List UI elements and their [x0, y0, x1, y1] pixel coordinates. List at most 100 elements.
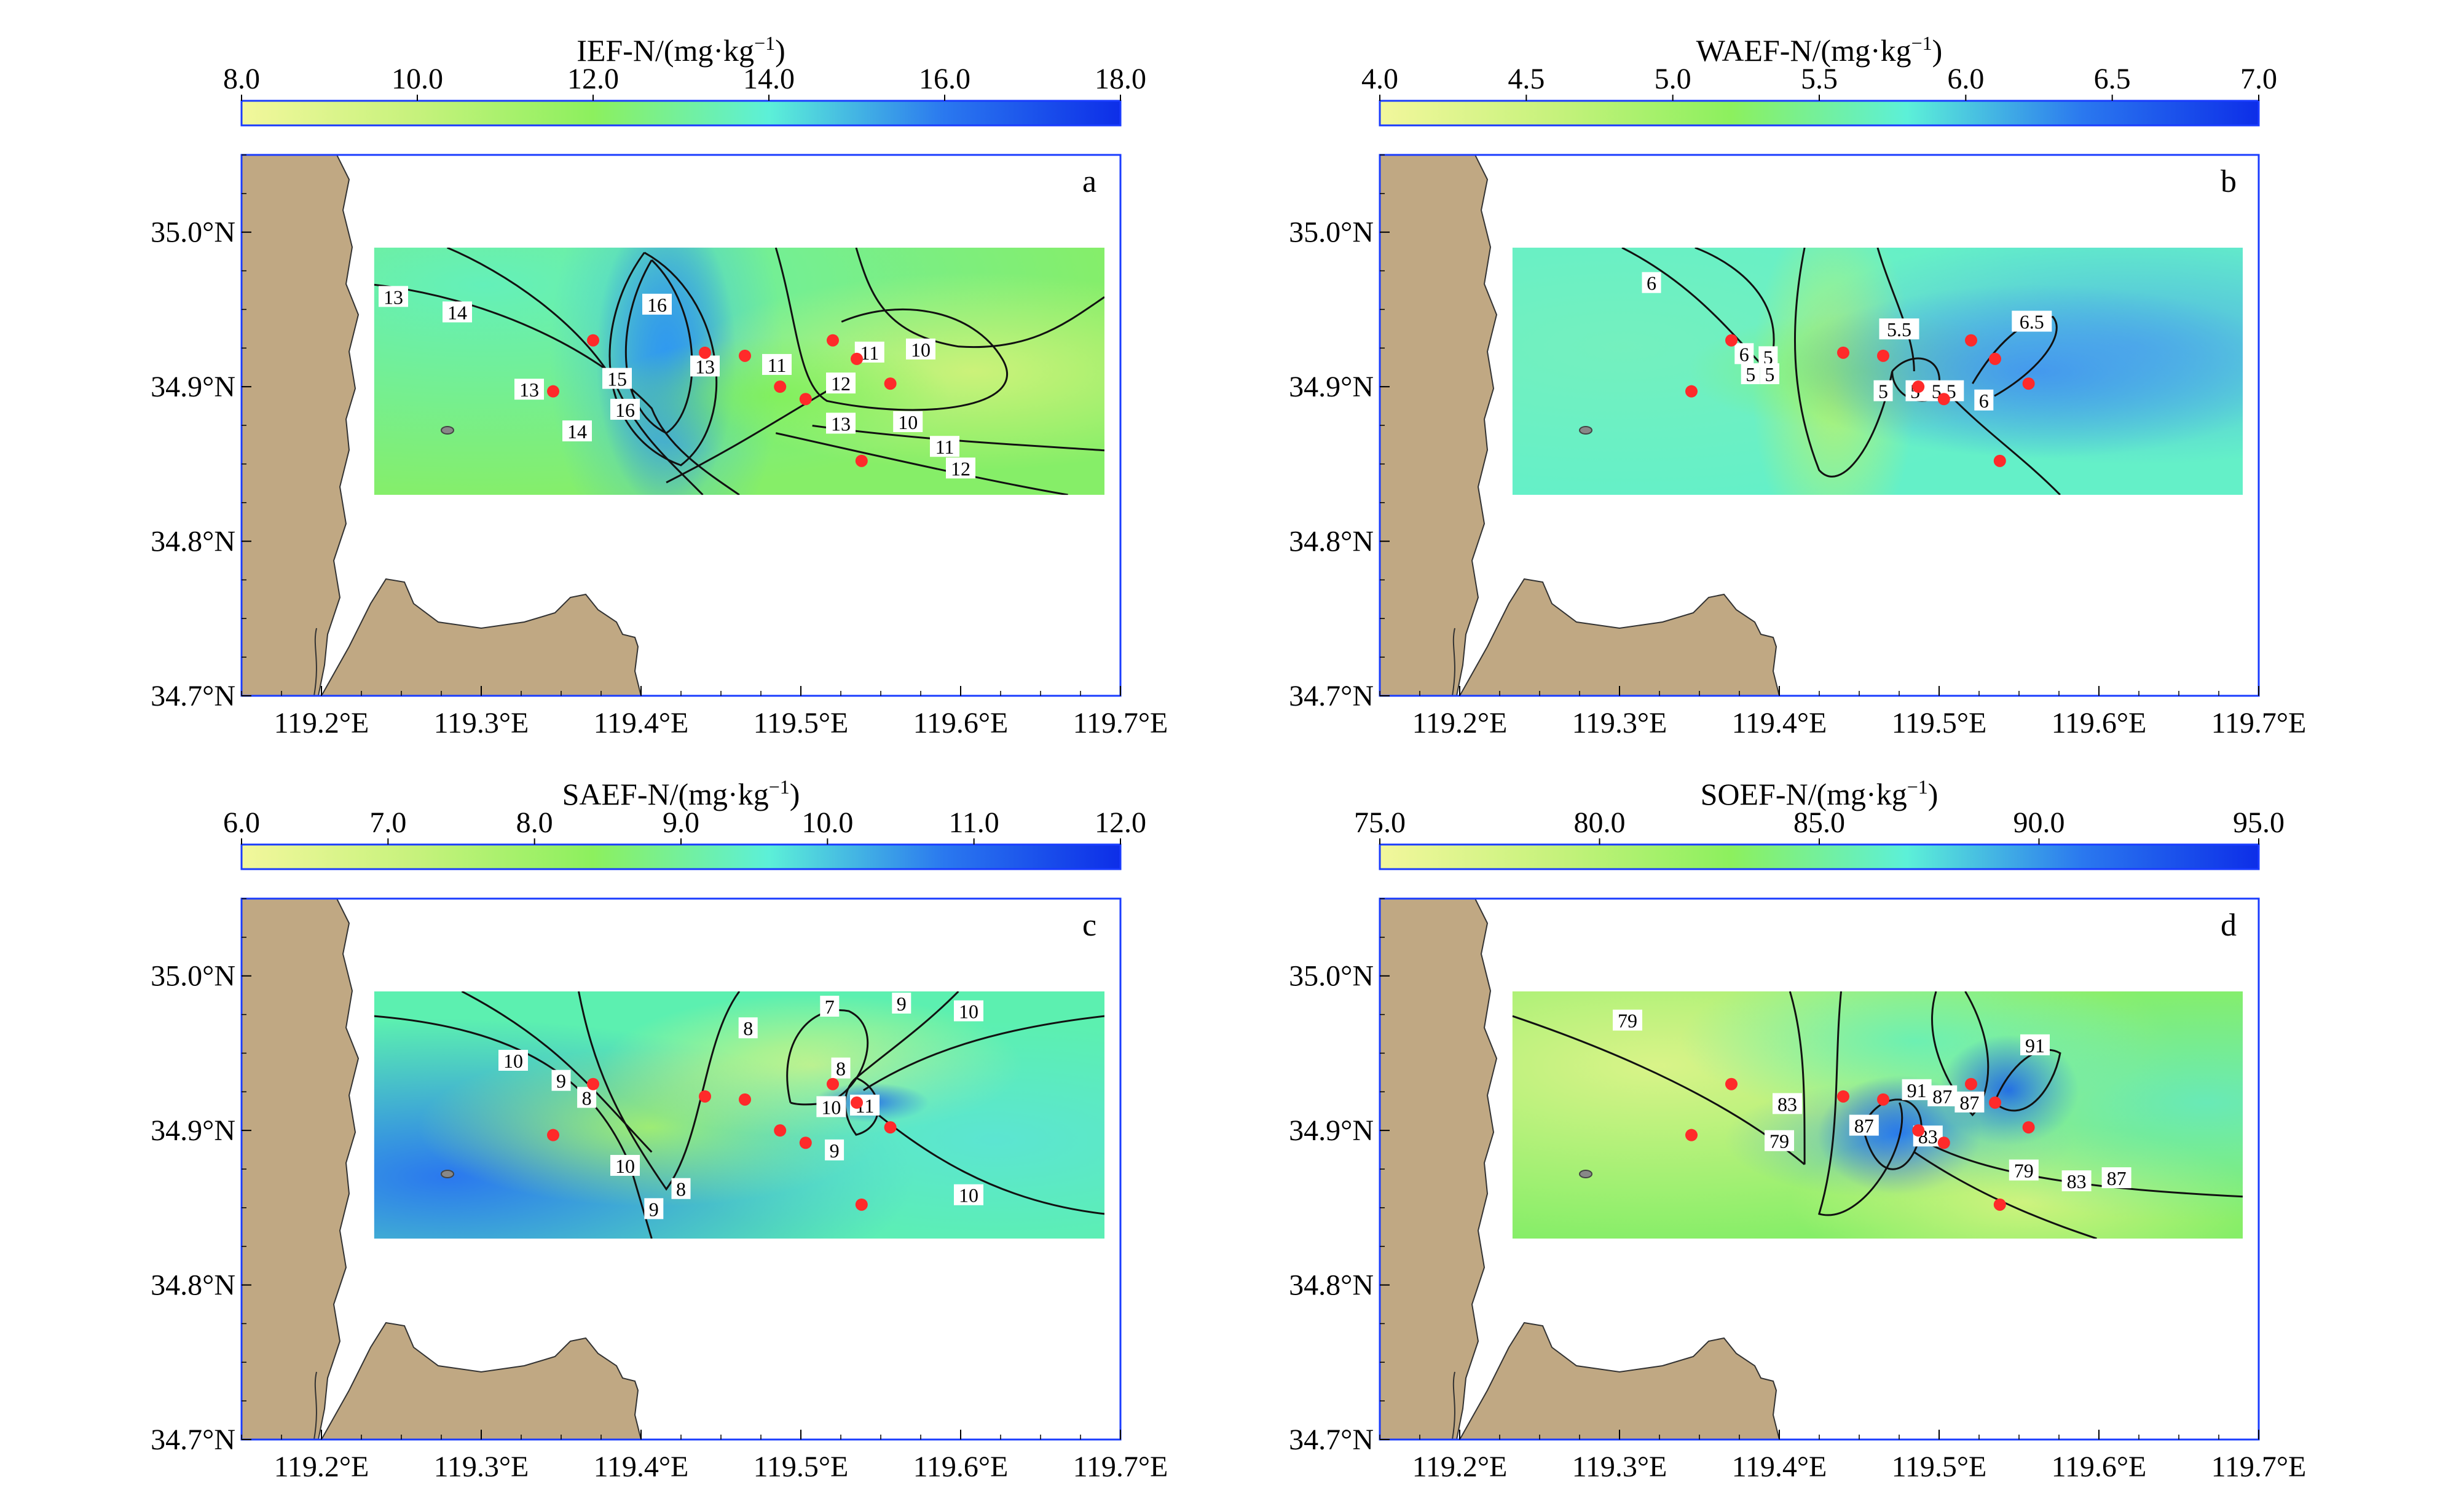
x-tick-label: 119.5°E — [1892, 1451, 1987, 1483]
colorbar-title-main: SOEF-N/(mg·kg — [1701, 777, 1907, 811]
contour-label: 79 — [1618, 1010, 1637, 1032]
colorbar-title-main: WAEF-N/(mg·kg — [1696, 33, 1911, 68]
y-tick-label: 34.8°N — [151, 1269, 235, 1302]
contour-label-bg — [1760, 363, 1779, 385]
contour-label-bg — [762, 353, 792, 375]
x-tick-label: 119.4°E — [594, 707, 689, 739]
colorbar-title-sup: −1 — [769, 776, 790, 798]
sampling-site — [587, 334, 599, 347]
land-west — [241, 154, 360, 696]
sampling-site — [799, 1136, 812, 1149]
colorbar-tick-label: 75.0 — [1354, 806, 1406, 839]
colorbar-tick-label: 7.0 — [369, 806, 406, 839]
field — [374, 247, 1104, 495]
land-inlet — [313, 1371, 317, 1440]
contour-line — [1876, 247, 1915, 372]
contour-label-bg — [1765, 1130, 1794, 1151]
colorbar-title-main: IEF-N/(mg·kg — [577, 33, 754, 68]
y-tick-label: 35.0°N — [1289, 216, 1374, 249]
contour-label-bg — [690, 355, 720, 377]
contour-label: 12 — [951, 457, 970, 479]
contour-line — [856, 991, 959, 1079]
panel-c: 6.0 7.0 8.0 9.0 10.0 11.0 12.0 SAEF-N/(mg·kg−1)… — [151, 776, 1168, 1483]
y-tick-label: 34.9°N — [151, 371, 235, 403]
contour-label: 8 — [676, 1178, 686, 1200]
x-tick-label: 119.3°E — [434, 707, 529, 739]
y-tick-label: 34.9°N — [1289, 371, 1374, 403]
colorbar-tick-label: 8.0 — [516, 806, 553, 839]
contour-label-bg — [577, 1087, 597, 1108]
contour-label-bg — [514, 379, 544, 400]
contour-label: 10 — [503, 1050, 523, 1072]
panel-d: 75.0 80.0 85.0 90.0 95.0 SOEF-N/(mg·kg−1) 79 83… — [1289, 776, 2306, 1483]
contour-label: 87 — [1932, 1085, 1952, 1108]
colorbar-tick-label: 80.0 — [1574, 806, 1626, 839]
contour-line — [461, 991, 653, 1153]
contour-line — [1993, 1049, 2061, 1112]
y-tick-label: 35.0°N — [151, 960, 235, 993]
sampling-site — [1877, 349, 1889, 362]
contour-line — [844, 1077, 879, 1136]
contour-label: 6 — [1979, 390, 1989, 412]
colorbar-tick-label: 95.0 — [2233, 806, 2285, 839]
sampling-site — [1837, 346, 1849, 359]
colorbar-tick-label: 12.0 — [1095, 806, 1146, 839]
contour-label-bg — [1613, 1009, 1642, 1031]
contour-line — [624, 259, 693, 435]
contour-label: 11 — [860, 342, 879, 364]
contour-label-bg — [1642, 272, 1661, 293]
field-blob — [1856, 991, 2243, 1221]
y-tick-label: 34.8°N — [151, 526, 235, 558]
contour-line — [374, 1015, 653, 1239]
contour-label-bg — [1773, 1093, 1802, 1114]
contour-label: 5.5 — [1887, 318, 1911, 341]
colorbar-title: WAEF-N/(mg·kg−1) — [1696, 32, 1943, 68]
colorbar — [240, 100, 1122, 127]
contour-label: 5 — [1765, 363, 1774, 385]
colorbar-title: IEF-N/(mg·kg−1) — [577, 32, 785, 68]
contour-label-bg — [892, 992, 911, 1014]
sampling-site — [699, 346, 711, 359]
contour-label: 6 — [1739, 343, 1749, 365]
contour-line — [1817, 991, 1903, 1216]
y-tick-label: 34.7°N — [1289, 1424, 1374, 1456]
contour-label-bg — [946, 457, 975, 479]
land-south — [1458, 578, 1781, 696]
colorbar-title-main: SAEF-N/(mg·kg — [562, 777, 769, 811]
x-tick-label: 119.5°E — [754, 1451, 849, 1483]
sampling-site — [1989, 352, 2001, 365]
land-west — [1379, 154, 1498, 696]
panel-label: c — [1082, 908, 1096, 943]
contour-label-bg — [1954, 1091, 1985, 1113]
contour-label: 8 — [836, 1058, 846, 1080]
contour-label: 14 — [447, 301, 467, 323]
contour-line — [1931, 991, 1990, 1117]
sampling-site — [774, 1124, 787, 1137]
sampling-site — [799, 393, 812, 406]
contour-label: 91 — [1907, 1079, 1927, 1101]
contour-label-bg — [2101, 1167, 2131, 1189]
land-south — [320, 578, 642, 696]
contour-label-bg — [610, 398, 640, 420]
colorbar-tick-label: 10.0 — [801, 806, 853, 839]
contour-label: 10 — [959, 1001, 978, 1023]
x-tick-label: 119.4°E — [1732, 1451, 1827, 1483]
sampling-site — [2022, 377, 2035, 390]
contour-label: 6 — [1647, 272, 1656, 294]
colorbar-tick-label: 5.5 — [1801, 63, 1838, 95]
sampling-site — [547, 385, 559, 398]
sampling-site — [1725, 334, 1738, 347]
contour-label-bg — [1902, 1079, 1932, 1100]
colorbar-title: SAEF-N/(mg·kg−1) — [562, 776, 800, 811]
contour-label: 79 — [2014, 1160, 2034, 1182]
sampling-site — [739, 1093, 751, 1106]
contour-label: 9 — [830, 1140, 840, 1162]
contour-label-bg — [1873, 380, 1893, 401]
contour-label: 8 — [582, 1087, 592, 1109]
sampling-site — [1937, 393, 1950, 406]
contour-label: 87 — [2107, 1167, 2127, 1189]
contour-label: 13 — [384, 286, 403, 308]
sampling-site — [547, 1129, 559, 1141]
contour-label-bg — [1849, 1114, 1879, 1136]
